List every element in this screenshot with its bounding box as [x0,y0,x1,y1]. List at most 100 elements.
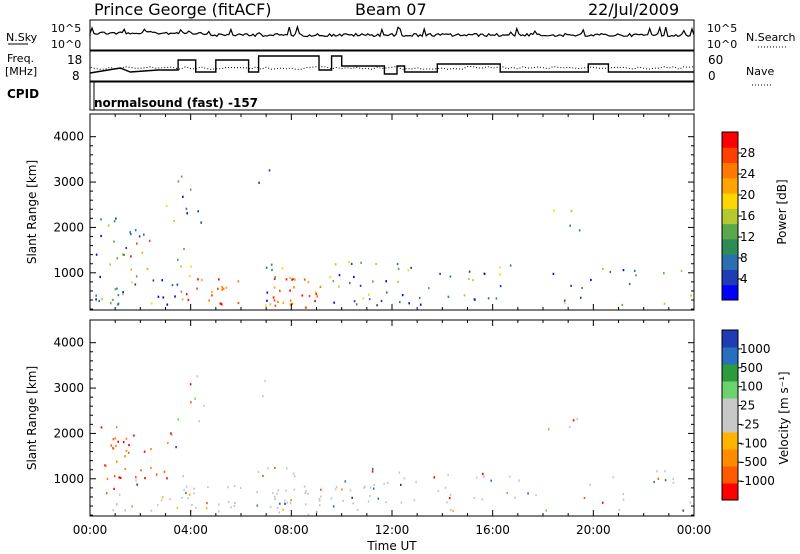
data-cell [689,501,692,504]
data-cell [165,204,168,207]
data-cell [183,488,185,492]
data-cell [157,295,160,298]
data-cell [371,470,374,473]
data-cell [342,499,344,502]
data-cell [233,504,236,508]
data-cell [257,470,260,474]
data-cell [174,295,176,298]
data-cell [185,491,187,494]
data-cell [289,303,292,306]
data-cell [131,505,133,508]
data-cell [125,246,127,250]
data-cell [135,479,137,482]
data-cell [304,503,307,506]
data-cell [143,450,146,453]
data-cell [268,169,271,172]
data-cell [518,479,520,482]
data-cell [377,497,380,500]
data-cell [352,502,354,505]
data-cell [189,383,192,386]
data-cell [397,267,400,270]
data-cell [305,306,308,309]
data-cell [601,501,604,504]
data-cell [115,217,117,220]
date-title: 22/Jul/2009 [588,0,679,19]
data-cell [447,295,450,298]
colorbar-segment [722,254,738,270]
data-cell [332,280,335,283]
colorbar-segment [722,147,738,164]
x-tick-label: 00:00 [73,523,108,537]
data-cell [193,492,195,495]
data-cell [262,395,264,398]
data-cell [285,278,288,281]
data-cell [118,476,120,479]
data-cell [292,472,295,475]
data-cell [116,287,118,290]
data-cell [612,476,614,479]
data-cell [349,281,351,285]
data-cell [171,284,174,287]
data-cell [150,448,152,451]
data-cell [369,494,371,498]
data-cell [635,274,637,277]
nsearch-tick-bottom: 10^0 [707,38,737,51]
data-cell [359,284,362,287]
data-cell [368,293,370,296]
data-cell [227,500,230,503]
data-cell [135,275,138,278]
data-cell [589,483,591,486]
data-cell [206,501,208,505]
data-cell [266,291,269,294]
data-cell [265,266,268,269]
data-cell [318,499,321,502]
station-title: Prince George (fitACF) [94,0,272,19]
data-cell [114,288,117,291]
data-cell [170,433,173,436]
x-tick-label: 08:00 [274,523,309,537]
data-cell [119,476,122,479]
data-cell [508,475,511,478]
data-cell [113,220,116,223]
data-cell [129,231,131,234]
velocity-ylabel: Slant Range [km] [25,366,39,470]
data-cell [315,510,318,514]
data-cell [383,482,385,485]
data-cell [196,375,199,378]
colorbar-segment [722,381,738,399]
data-cell [351,496,353,499]
data-cell [186,212,188,215]
data-cell [397,280,399,283]
data-cell [203,404,205,407]
data-cell [360,261,362,264]
data-cell [106,477,109,481]
data-cell [332,505,335,508]
data-cell [634,269,636,272]
data-cell [272,492,274,495]
data-cell [372,280,374,283]
data-cell [125,449,128,452]
data-cell [448,497,451,500]
data-cell [301,294,304,297]
data-cell [449,508,452,512]
data-cell [173,220,175,223]
colorbar-segment [722,466,738,484]
data-cell [136,242,138,245]
data-cell [150,509,153,512]
data-cell [552,272,555,275]
nsearch-tick-top: 10^5 [707,22,737,35]
data-cell [107,224,110,227]
data-cell [273,299,276,302]
data-cell [180,290,183,293]
cpid-label: CPID [7,87,39,101]
data-cell [177,418,179,421]
data-cell [291,302,294,305]
colorbar-tick-label: 20 [740,188,755,202]
data-cell [672,477,674,480]
data-cell [265,304,267,307]
data-cell [156,504,159,507]
y-tick-label: 2000 [53,220,84,234]
data-cell [148,239,151,242]
data-cell [162,296,165,299]
